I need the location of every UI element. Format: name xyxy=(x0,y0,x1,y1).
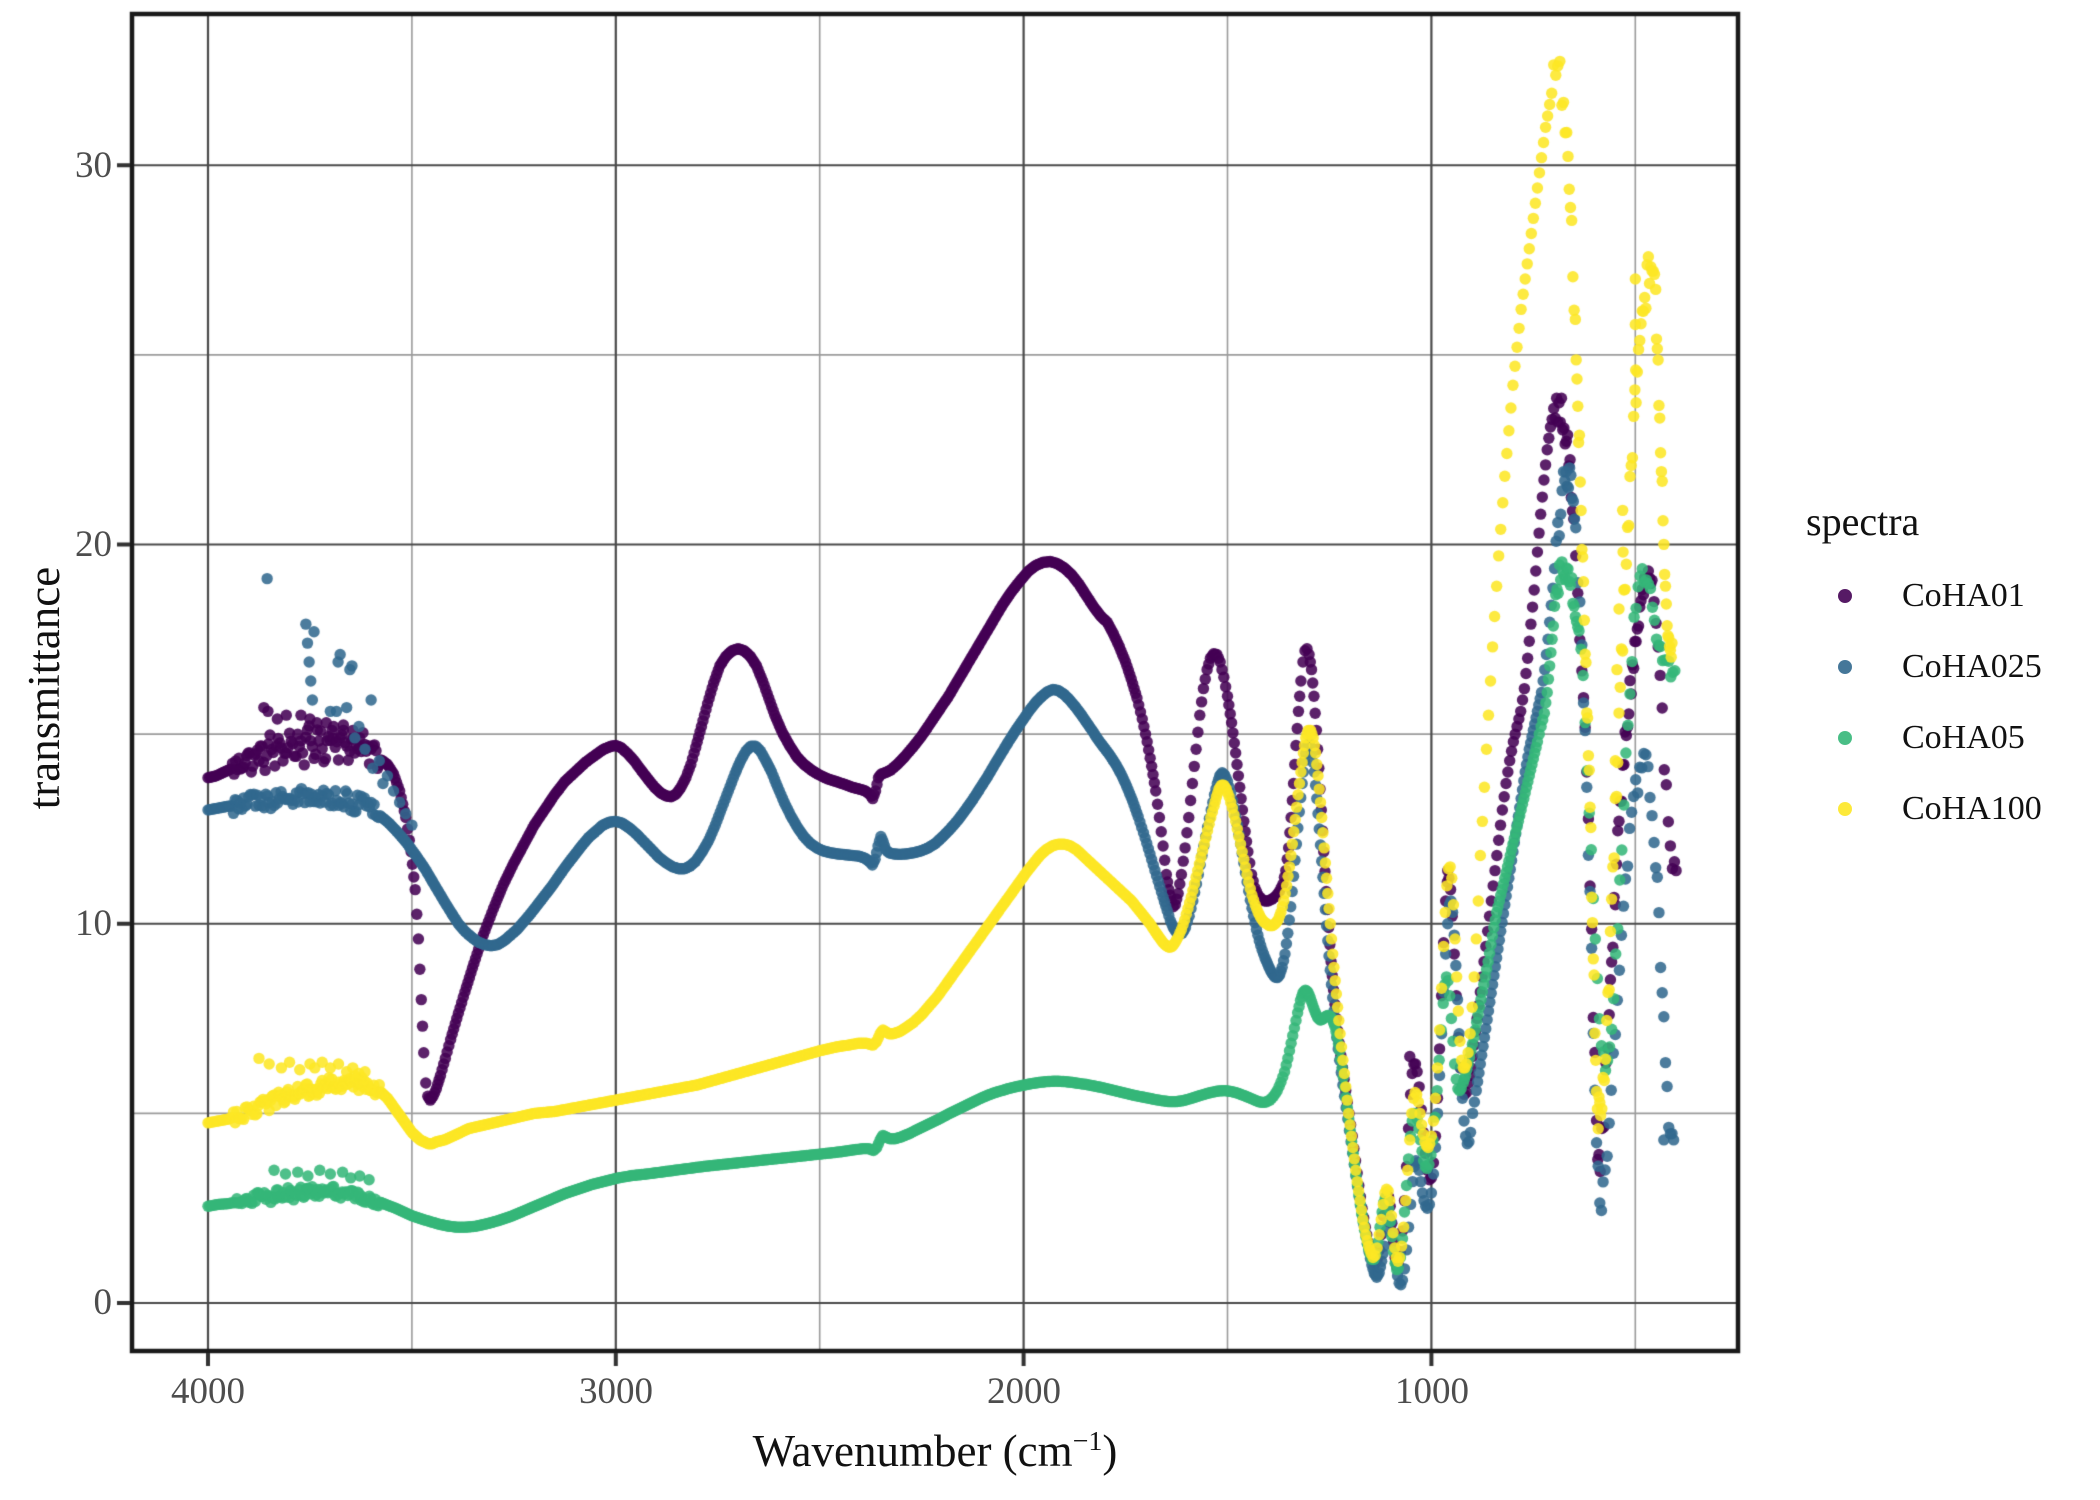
legend-swatch-2 xyxy=(1838,731,1852,745)
legend-label-coha05: CoHA05 xyxy=(1902,719,2025,756)
legend-swatch-3 xyxy=(1838,802,1852,816)
y-axis-title: transmittance xyxy=(19,566,69,810)
legend-label-coha100: CoHA100 xyxy=(1902,790,2042,827)
x-tick-3000: 3000 xyxy=(579,1371,653,1412)
legend-item-coha100: CoHA100 xyxy=(1806,785,2096,833)
legend-item-coha05: CoHA05 xyxy=(1806,714,2096,762)
x-axis-title: Wavenumber (cm−1) xyxy=(753,1418,1118,1475)
y-tick-0: 0 xyxy=(93,1282,113,1323)
x-tick-4000: 4000 xyxy=(171,1371,245,1412)
legend-label-coha025: CoHA025 xyxy=(1902,648,2042,685)
y-tick-20: 20 xyxy=(75,524,112,565)
legend-title: spectra xyxy=(1806,499,1920,544)
x-tick-2000: 2000 xyxy=(987,1371,1061,1412)
legend-item-coha01: CoHA01 xyxy=(1806,572,2096,620)
legend: spectra CoHA01 CoHA025 CoHA05 CoHA100 xyxy=(1806,500,2096,856)
x-axis-title-text: Wavenumber (cm xyxy=(752,1426,1073,1476)
y-tick-30: 30 xyxy=(75,145,112,186)
legend-swatch-1 xyxy=(1838,660,1852,674)
x-axis-title-close-paren: ) xyxy=(1102,1426,1118,1476)
legend-item-coha025: CoHA025 xyxy=(1806,643,2096,691)
x-tick-1000: 1000 xyxy=(1395,1371,1469,1412)
legend-label-coha01: CoHA01 xyxy=(1902,577,2025,614)
y-tick-10: 10 xyxy=(75,903,112,944)
x-axis-title-exponent: −1 xyxy=(1072,1426,1103,1457)
legend-swatch-0 xyxy=(1838,589,1852,603)
